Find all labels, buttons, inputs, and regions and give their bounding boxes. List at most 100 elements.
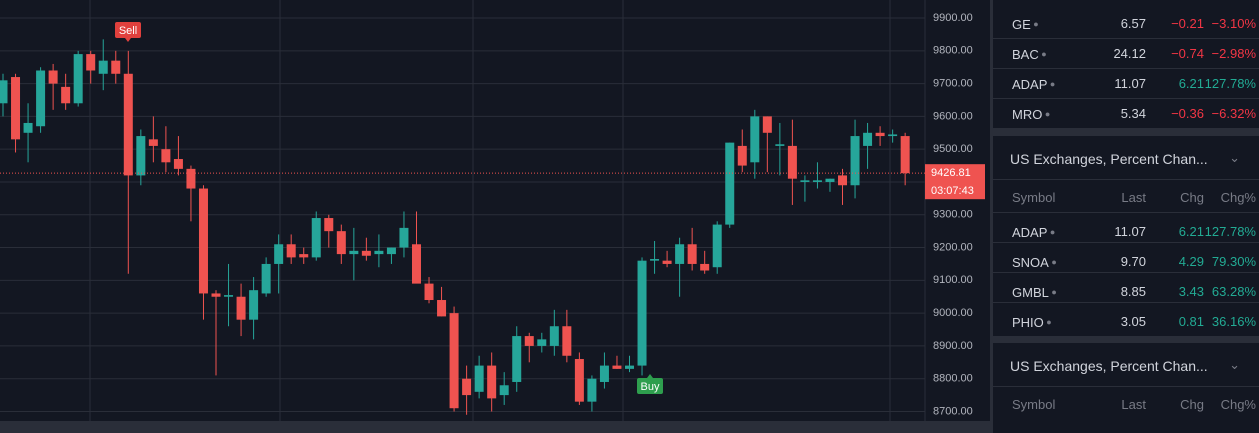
- candle-body: [399, 227, 409, 248]
- candle-body: [762, 116, 772, 133]
- candle-body: [875, 132, 885, 137]
- y-tick-label: 9300.00: [933, 209, 973, 221]
- symbol: GMBL: [1012, 284, 1057, 301]
- candle-body: [374, 250, 384, 255]
- column-header: Chg: [1180, 190, 1204, 205]
- column-header: Symbol: [1012, 397, 1056, 412]
- y-tick-label: 8800.00: [933, 373, 973, 385]
- y-tick-label: 9600.00: [933, 110, 973, 122]
- section-title: US Exchanges, Percent Chan...: [1010, 358, 1208, 374]
- change: 6.21: [1178, 224, 1204, 239]
- change-pct: −3.10%: [1211, 16, 1256, 31]
- change: −0.36: [1171, 106, 1204, 121]
- y-tick-label: 9900.00: [933, 12, 973, 24]
- signal-pointer: [647, 374, 653, 378]
- signal-text: Sell: [119, 25, 137, 37]
- section-title: US Exchanges, Percent Chan...: [1010, 151, 1208, 167]
- candle-body: [236, 296, 246, 320]
- candle-body: [787, 145, 797, 179]
- change-pct: 36.16%: [1211, 314, 1256, 329]
- candle-body: [274, 244, 284, 264]
- candle-body: [700, 263, 710, 271]
- section-chevron: ⌄: [1229, 357, 1240, 372]
- last: 9.70: [1120, 254, 1146, 269]
- candle-body: [838, 175, 848, 186]
- candle-body: [0, 80, 8, 104]
- row-divider: [993, 68, 1259, 69]
- column-header: Chg: [1180, 397, 1204, 412]
- candle-body: [98, 60, 108, 74]
- symbol: SNOA: [1012, 254, 1057, 271]
- signal-pointer: [125, 38, 131, 42]
- symbol: ADAP: [1012, 76, 1055, 93]
- y-tick-label: 8900.00: [933, 340, 973, 352]
- candle-body: [161, 149, 171, 163]
- candle-body: [23, 122, 33, 133]
- candle-body: [286, 244, 296, 258]
- candle-body: [61, 86, 71, 104]
- last-price-label: 9426.81: [931, 167, 971, 179]
- symbol: ADAP: [1012, 224, 1055, 241]
- candle-body: [850, 136, 860, 186]
- candle-body: [437, 300, 447, 317]
- candle-body: [361, 250, 371, 256]
- watchlist-section: GE 6.57 −0.21 −3.10% BAC 24.12 −0.74 −2.98% ADAP…: [993, 0, 1259, 128]
- symbol: PHIO: [1012, 314, 1052, 331]
- candle-body: [737, 145, 747, 166]
- change-pct: −6.32%: [1211, 106, 1256, 121]
- candle-body: [537, 339, 547, 346]
- last: 5.34: [1120, 106, 1146, 121]
- signal-text: Buy: [641, 381, 660, 393]
- candle-body: [499, 385, 509, 396]
- row-divider: [993, 386, 1259, 387]
- last-price-box: [925, 164, 985, 200]
- change-pct: 63.28%: [1211, 284, 1256, 299]
- candle-body: [311, 218, 321, 258]
- candle-body: [888, 134, 898, 137]
- change-pct: 127.78%: [1204, 76, 1256, 91]
- candle-body: [299, 254, 309, 258]
- row-divider: [993, 272, 1259, 273]
- candle-body: [625, 365, 634, 369]
- candle-body: [524, 336, 534, 346]
- watchlist-section: US Exchanges, Percent Chan... ⌄ Symbol Last…: [993, 136, 1259, 336]
- candle-body: [261, 263, 271, 294]
- candle-body: [424, 283, 434, 301]
- candle-body: [612, 365, 622, 369]
- column-header: Last: [1121, 397, 1146, 412]
- time-grid: [89, 0, 891, 421]
- candle-body: [775, 144, 785, 146]
- candle-body: [349, 250, 359, 255]
- candle-body: [549, 326, 559, 346]
- y-tick-label: 9700.00: [933, 78, 973, 90]
- last: 24.12: [1113, 46, 1146, 61]
- candle-body: [336, 231, 346, 255]
- row-divider: [993, 242, 1259, 243]
- signal-box: [637, 378, 663, 394]
- candle-body: [48, 70, 58, 84]
- candle-body: [587, 378, 597, 402]
- change: −0.21: [1171, 16, 1204, 31]
- change-pct: −2.98%: [1211, 46, 1256, 61]
- candle-body: [750, 116, 760, 163]
- candle-body: [249, 290, 259, 320]
- candle-body: [11, 77, 21, 140]
- candle-body: [675, 244, 685, 264]
- candle-body: [637, 260, 647, 366]
- column-header: Symbol: [1012, 190, 1056, 205]
- candle-body: [148, 139, 158, 146]
- y-tick-label: 9200.00: [933, 241, 973, 253]
- column-header: Chg%: [1220, 397, 1256, 412]
- page: 9900.009800.009700.009600.009500.009400.…: [0, 0, 1259, 421]
- candle-body: [324, 218, 334, 232]
- y-tick-label: 9500.00: [933, 143, 973, 155]
- candle-body: [173, 159, 183, 169]
- candle-body: [73, 54, 83, 104]
- candle-body: [687, 244, 697, 264]
- candle-body: [86, 54, 96, 71]
- candle-body: [650, 259, 660, 261]
- candle-body: [599, 365, 609, 382]
- row-divider: [993, 302, 1259, 303]
- last: 8.85: [1120, 284, 1146, 299]
- last: 6.57: [1120, 16, 1146, 31]
